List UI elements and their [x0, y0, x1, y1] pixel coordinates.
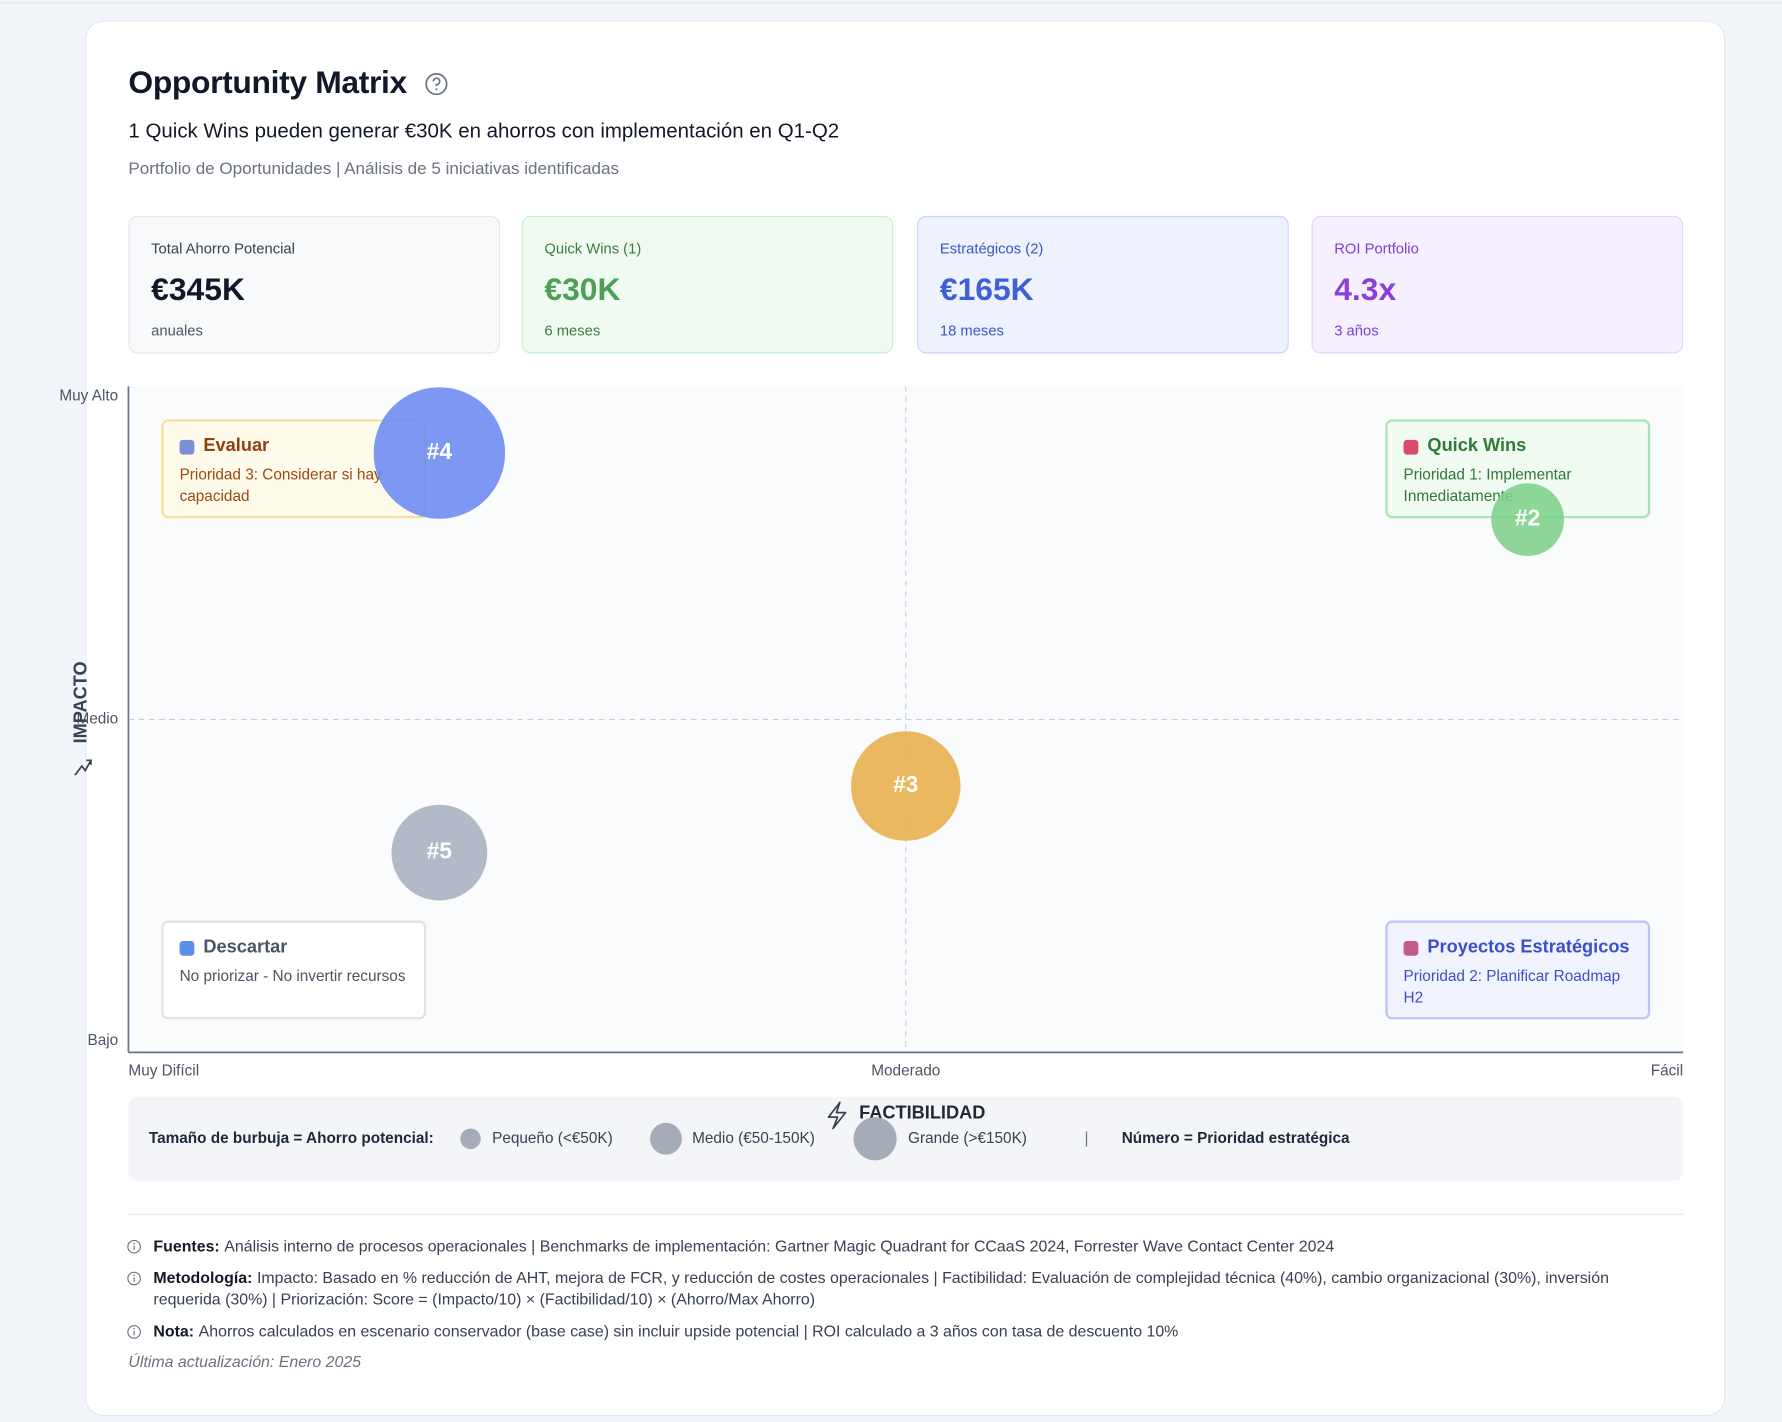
- kpi-label: ROI Portfolio: [1334, 239, 1419, 257]
- quadrant-icon: [179, 940, 195, 956]
- quadrant-text: Prioridad 3: Considerar si hay capacidad: [179, 465, 382, 505]
- y-axis-icon: [74, 759, 92, 776]
- footnote-label: Fuentes:: [153, 1236, 220, 1255]
- help-icon[interactable]: [424, 72, 449, 97]
- kpi-value: €345K: [151, 271, 245, 307]
- y-tick-label: Muy Alto: [59, 388, 118, 405]
- last-updated: Última actualización: Enero 2025: [128, 1352, 362, 1371]
- footnote-label: Metodología:: [153, 1268, 253, 1287]
- help-dot: [435, 88, 438, 91]
- footnote: Fuentes: Análisis interno de procesos ope…: [153, 1235, 1670, 1257]
- kpi-card: Quick Wins (1) €30K 6 meses: [521, 215, 894, 354]
- info-icon: [127, 1325, 141, 1339]
- footnote-text: Análisis interno de procesos operacional…: [224, 1236, 1335, 1255]
- quadrant-title-row: Evaluar: [179, 433, 408, 460]
- quadrant-title-row: Quick Wins: [1403, 433, 1632, 460]
- subtitle: 1 Quick Wins pueden generar €30K en ahor…: [128, 119, 840, 143]
- footnote-text: Impacto: Basado en % reducción de AHT, m…: [153, 1268, 1609, 1309]
- info-icon: [127, 1271, 141, 1286]
- title: Opportunity Matrix: [128, 64, 407, 101]
- info-icon: [127, 1239, 141, 1254]
- x-tick-label: Fácil: [1651, 1063, 1683, 1080]
- quadrant-box: Descartar No priorizar - No invertir recu…: [161, 920, 427, 1020]
- quadrant-title-row: Proyectos Estratégicos: [1403, 934, 1632, 961]
- quadrant-title: Evaluar: [203, 436, 270, 456]
- quadrant-icon: [179, 439, 195, 455]
- info-circle: [127, 1239, 141, 1254]
- kpi-label: Total Ahorro Potencial: [151, 239, 295, 257]
- x-tick-label: Muy Difícil: [128, 1063, 199, 1080]
- description: Portfolio de Oportunidades | Análisis de…: [128, 159, 619, 179]
- x-tick-label: Moderado: [871, 1063, 940, 1080]
- info-dot: [133, 1274, 135, 1277]
- quadrant-icon: [1403, 940, 1419, 956]
- kpi-note: 18 meses: [939, 321, 1004, 339]
- kpi-note: 6 meses: [544, 321, 601, 339]
- divider: [128, 1213, 1684, 1215]
- legend: [128, 1096, 1684, 1181]
- help-circle: [425, 73, 448, 96]
- kpi-note: 3 años: [1334, 321, 1379, 339]
- kpi-card: ROI Portfolio 4.3x 3 años: [1311, 215, 1684, 354]
- footnote: Nota: Ahorros calculados en escenario con…: [153, 1321, 1670, 1343]
- quadrant-box: Proyectos Estratégicos Prioridad 2: Plani…: [1385, 920, 1651, 1020]
- footnote: Metodología: Impacto: Basado en % reducci…: [153, 1267, 1670, 1310]
- kpi-label: Quick Wins (1): [544, 239, 642, 257]
- help-mark: [432, 77, 441, 87]
- quadrant-icon: [1403, 439, 1419, 455]
- top-border: [0, 2, 1782, 4]
- footnote-text: Ahorros calculados en escenario conserva…: [198, 1321, 1179, 1340]
- y-axis-title: IMPACTO: [71, 661, 91, 743]
- footnote-label: Nota:: [153, 1321, 195, 1340]
- kpi-card: Total Ahorro Potencial €345K anuales: [128, 215, 501, 354]
- info-circle: [127, 1325, 141, 1339]
- info-circle: [127, 1271, 141, 1286]
- quadrant-box: Evaluar Prioridad 3: Considerar si hay ca…: [161, 419, 427, 519]
- kpi-value: €30K: [544, 271, 621, 307]
- kpi-card: Estratégicos (2) €165K 18 meses: [917, 215, 1289, 354]
- quadrant-title: Quick Wins: [1427, 436, 1527, 456]
- quadrant-title: Proyectos Estratégicos: [1427, 937, 1630, 957]
- quadrant-box: Quick Wins Prioridad 1: Implementar Inmed…: [1385, 419, 1651, 519]
- kpi-label: Estratégicos (2): [939, 239, 1044, 257]
- kpi-value: 4.3x: [1334, 271, 1397, 307]
- kpi-note: anuales: [151, 321, 203, 339]
- quadrant-title-row: Descartar: [179, 934, 408, 961]
- kpi-value: €165K: [939, 271, 1034, 307]
- quadrant-text: No priorizar - No invertir recursos: [179, 967, 406, 985]
- quadrant-text: Prioridad 2: Planificar Roadmap H2: [1403, 967, 1621, 1006]
- info-dot: [133, 1327, 135, 1330]
- y-tick-label: Bajo: [88, 1032, 119, 1049]
- y-tick-label: Medio: [76, 710, 118, 727]
- info-dot: [133, 1242, 135, 1245]
- quadrant-text: Prioridad 1: Implementar Inmediatamente: [1403, 465, 1572, 505]
- quadrant-title: Descartar: [203, 937, 288, 957]
